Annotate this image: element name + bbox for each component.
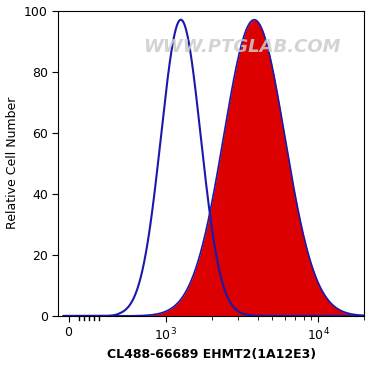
- Y-axis label: Relative Cell Number: Relative Cell Number: [6, 97, 18, 229]
- Text: WWW.PTGLAB.COM: WWW.PTGLAB.COM: [143, 38, 341, 56]
- X-axis label: CL488-66689 EHMT2(1A12E3): CL488-66689 EHMT2(1A12E3): [107, 348, 316, 361]
